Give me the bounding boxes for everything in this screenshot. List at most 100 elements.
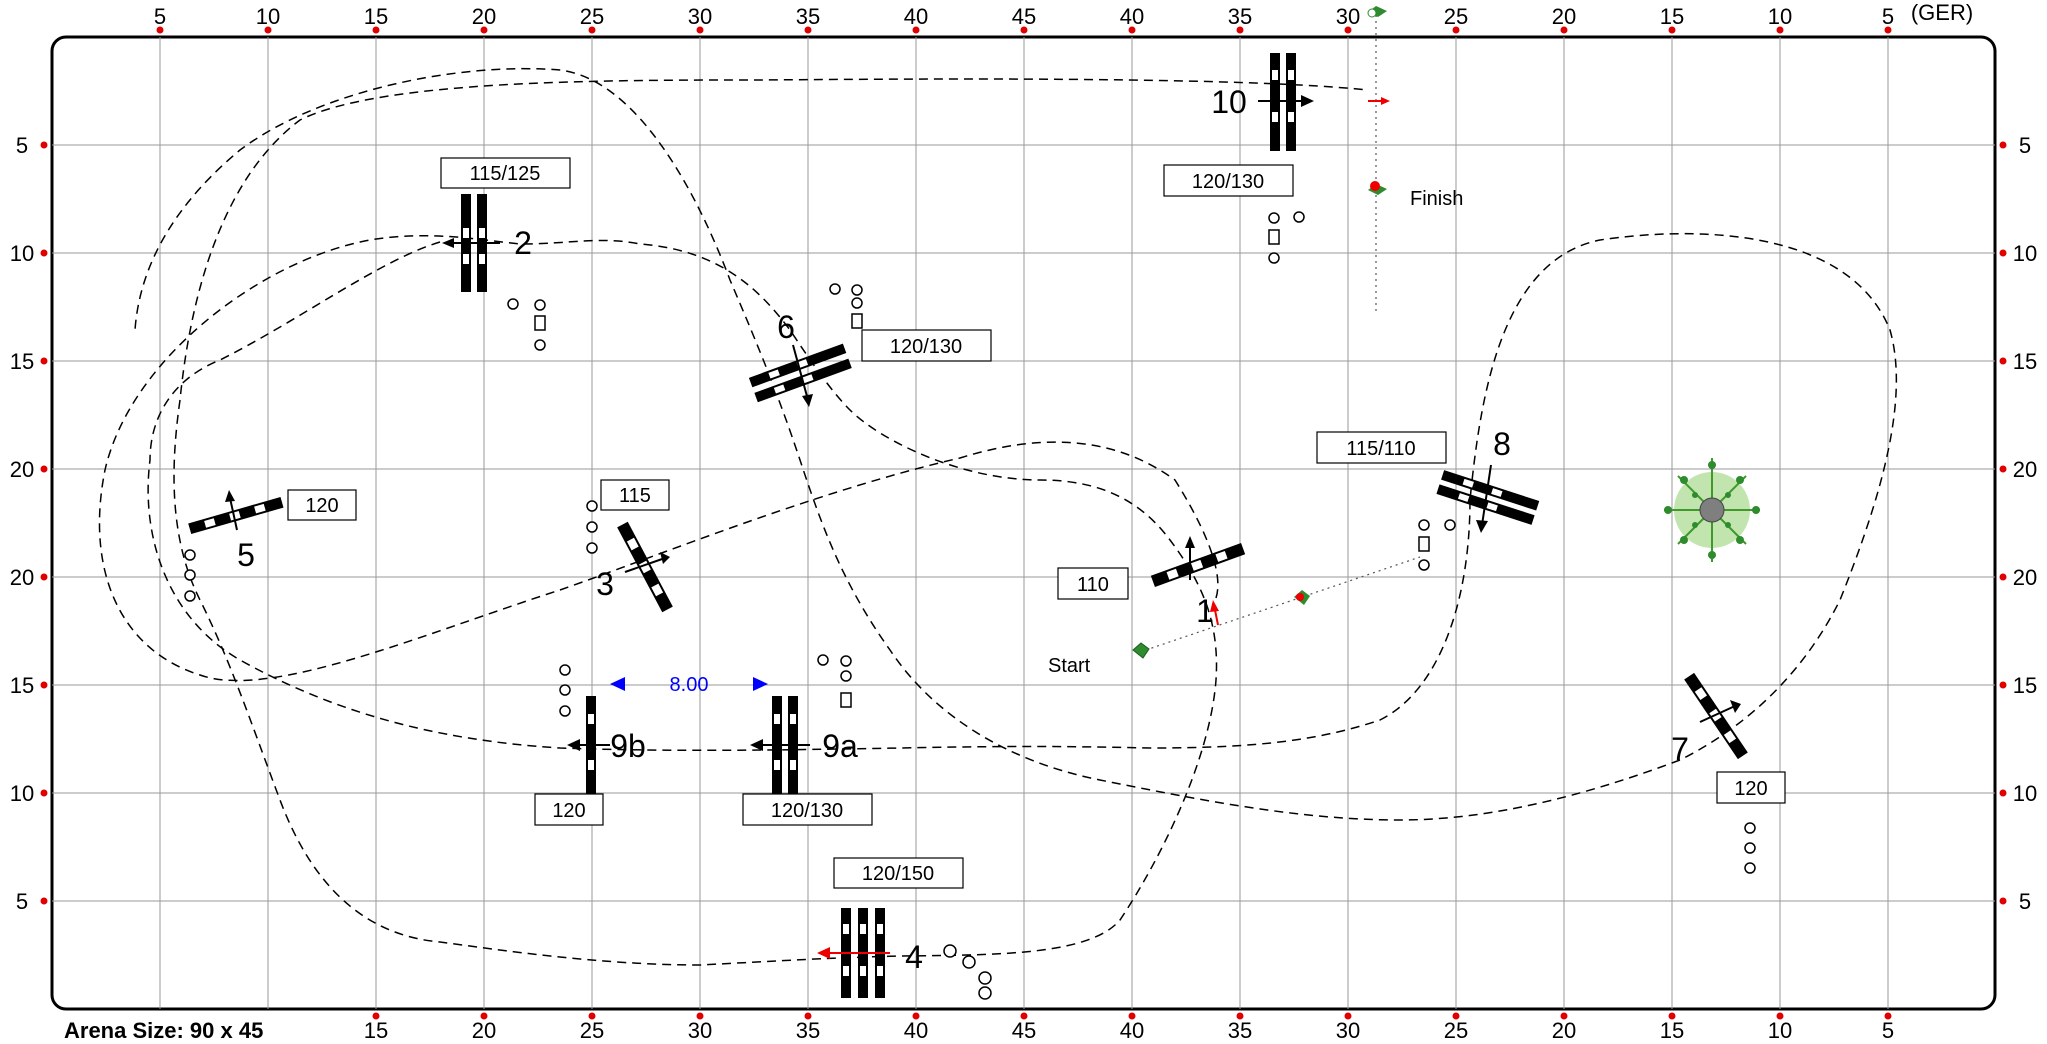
top-tick: 30 [688,4,712,29]
fence-5-number: 5 [237,537,255,573]
scale-markers [40,26,2007,1020]
top-tick: 25 [1444,4,1468,29]
fence-10-number: 10 [1211,84,1247,120]
fence-3-number: 3 [596,566,614,602]
fence-1 [1150,536,1246,626]
fence-7-markers [1744,822,1756,874]
top-tick: 20 [472,4,496,29]
fence-4-markers [943,944,992,1000]
fence-5 [188,490,284,535]
left-tick: 20 [10,565,34,590]
top-tick: 40 [1120,4,1144,29]
top-tick: 35 [796,4,820,29]
fence-8-markers [1418,519,1456,571]
fence-9a [750,696,810,794]
fence-4-height-box [833,857,964,889]
top-tick: 10 [256,4,280,29]
bottom-tick: 20 [1552,1018,1576,1043]
left-tick: 10 [10,781,34,806]
fence-2-number: 2 [514,225,532,261]
fence-5-height-box [287,489,357,521]
right-tick: 15 [2013,673,2037,698]
bottom-tick: 25 [1444,1018,1468,1043]
bottom-tick: 15 [364,1018,388,1043]
right-tick: 20 [2013,565,2037,590]
bottom-tick: 35 [796,1018,820,1043]
start-flag-icon [1132,590,1310,659]
top-tick: 15 [1660,4,1684,29]
fence-8 [1436,464,1540,533]
fence-7-number: 7 [1671,731,1689,767]
top-tick: 20 [1552,4,1576,29]
fence-8-number: 8 [1493,426,1511,462]
fence-10-markers [1268,211,1305,264]
bottom-tick: 30 [688,1018,712,1043]
fence-9a-height: 120/130 [771,800,843,822]
right-tick: 10 [2013,781,2037,806]
country-label: (GER) [1911,0,1973,25]
bottom-tick: 35 [1228,1018,1252,1043]
left-tick: 20 [10,457,34,482]
bottom-tick: 5 [1882,1018,1894,1043]
fence-7 [1684,672,1748,760]
fence-10-height: 120/130 [1192,171,1264,193]
fence-4-height: 120/150 [862,863,934,885]
fence-8-height-box [1316,431,1447,464]
bottom-tick: 20 [472,1018,496,1043]
top-tick: 45 [1012,4,1036,29]
fence-3-height: 115 [619,485,651,507]
finish-label: Finish [1410,188,1463,210]
fence-6-markers [829,283,863,329]
fence-3-height-box [600,479,670,511]
fence-6-number: 6 [777,309,795,345]
bottom-tick: 40 [1120,1018,1144,1043]
fence-10 [1258,53,1314,151]
bottom-tick: 30 [1336,1018,1360,1043]
top-tick: 15 [364,4,388,29]
fence-3-markers [586,500,598,554]
left-tick: 5 [16,133,28,158]
finish-flag-icon [1367,6,1390,195]
top-tick: 40 [904,4,928,29]
bottom-tick: 45 [1012,1018,1036,1043]
distance-label: 8.00 [670,674,709,696]
top-tick: 5 [1882,4,1894,29]
fence-10-height-box [1163,164,1294,197]
top-tick: 35 [1228,4,1252,29]
top-tick: 25 [580,4,604,29]
arena-grid [52,37,1995,1009]
fence-3 [617,521,673,613]
fence-9b-number: 9b [610,728,646,764]
bottom-scale: 15 20 25 30 35 40 45 40 35 30 25 20 15 1… [364,1018,1894,1043]
fence-6-height: 120/130 [890,336,962,358]
fence-1-number: 1 [1196,593,1214,629]
top-tick: 30 [1336,4,1360,29]
bottom-tick: 25 [580,1018,604,1043]
course-route-2 [134,67,1898,821]
fence-7-height-box [1716,771,1786,804]
right-tick: 5 [2019,133,2031,158]
fence-9b-markers [559,664,571,717]
fence-9a-number: 9a [822,728,858,764]
fence-6 [748,343,852,407]
right-tick: 20 [2013,457,2037,482]
left-tick: 15 [10,349,34,374]
fence-2-height: 115/125 [470,163,541,185]
fence-2-height-box [440,157,571,189]
right-tick: 10 [2013,241,2037,266]
fence-5-height: 120 [305,495,338,517]
fence-4 [817,908,890,998]
fence-8-height: 115/110 [1346,438,1415,460]
right-scale: 5 10 15 20 20 15 10 5 [2013,133,2037,914]
fence-9b-height: 120 [552,800,585,822]
distance-marker [610,677,768,691]
left-tick: 5 [16,889,28,914]
fence-7-height: 120 [1734,778,1767,800]
plant-icon [1664,458,1760,562]
bottom-tick: 10 [1768,1018,1792,1043]
fence-2 [442,194,500,292]
left-tick: 15 [10,673,34,698]
fence-1-height-box [1057,567,1129,600]
top-scale: 5 10 15 20 25 30 35 40 45 40 35 30 25 20… [154,4,1894,29]
